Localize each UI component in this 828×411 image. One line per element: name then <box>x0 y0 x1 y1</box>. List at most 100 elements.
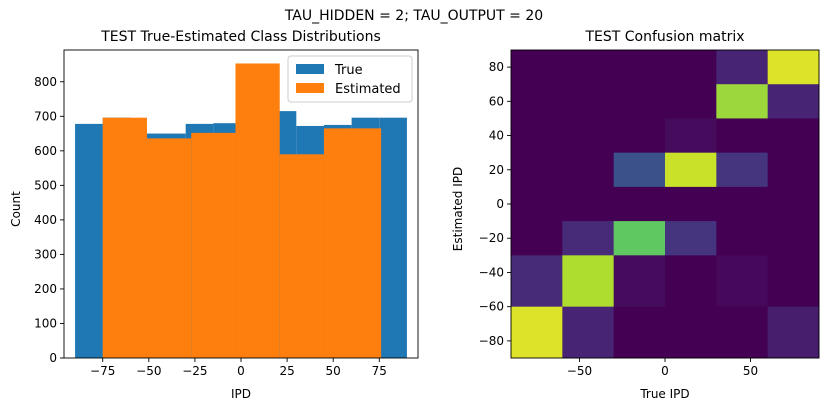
cm-cell-r1-c3 <box>665 84 717 119</box>
bar-estimated--27 <box>191 132 236 358</box>
cm-cell-r5-c1 <box>562 221 615 256</box>
cm-cell-r2-c1 <box>562 118 615 154</box>
legend-label-true: True <box>334 63 363 78</box>
bar-estimated--3 <box>235 63 280 358</box>
cm-cell-r5-c4 <box>716 221 769 256</box>
legend-swatch-estimated <box>296 83 324 93</box>
histogram-legend: True Estimated <box>287 55 413 103</box>
cm-cell-r7-c5 <box>767 306 820 359</box>
figure-suptitle: TAU_HIDDEN = 2; TAU_OUTPUT = 20 <box>284 8 543 24</box>
histogram-bars <box>75 63 407 359</box>
cm-cell-r1-c4 <box>716 84 769 119</box>
cm-cell-r7-c3 <box>665 306 717 359</box>
cm-cell-r6-c2 <box>613 255 666 308</box>
x-tick-label: 25 <box>279 364 294 378</box>
cm-cell-r3-c5 <box>767 152 820 188</box>
cm-cell-r0-c4 <box>716 50 769 85</box>
y-tick-label: −60 <box>479 300 504 314</box>
cm-cell-r3-c0 <box>511 152 563 188</box>
cm-cell-r7-c4 <box>716 306 769 359</box>
cm-cell-r2-c3 <box>665 118 717 154</box>
y-tick-label: 800 <box>34 75 57 89</box>
x-tick-label: 0 <box>237 364 245 378</box>
x-tick-label: 75 <box>372 364 387 378</box>
cm-cell-r4-c0 <box>511 186 563 222</box>
bar-estimated-45 <box>323 128 382 358</box>
confusion-matrix-chart: TEST Confusion matrix −50 0 50 −80 −60 −40 −20… <box>451 29 820 401</box>
cm-cell-r0-c1 <box>562 50 615 85</box>
confusion-ylabel: Estimated IPD <box>451 167 465 251</box>
cm-cell-r1-c1 <box>562 84 615 119</box>
cm-cell-r4-c3 <box>665 186 717 222</box>
y-tick-label: 400 <box>34 213 57 227</box>
histogram-chart: TEST True-Estimated Class Distributions … <box>9 29 419 401</box>
cm-cell-r6-c1 <box>562 255 615 308</box>
y-tick-label: −80 <box>479 334 504 348</box>
cm-cell-r4-c2 <box>613 186 666 222</box>
cm-cell-r4-c1 <box>562 186 615 222</box>
bar-true--90 <box>75 123 103 358</box>
y-tick-label: 0 <box>496 197 504 211</box>
cm-cell-r5-c3 <box>665 221 717 256</box>
histogram-axes: −75 −50 −25 0 25 50 75 0 100 200 300 400 500 600 700 80… <box>34 49 419 378</box>
confusion-axes: −50 0 50 −80 −60 −40 −20 0 20 40 60 80 <box>479 49 820 378</box>
x-tick-label: 50 <box>743 364 758 378</box>
cm-cell-r3-c2 <box>613 152 666 188</box>
cm-cell-r2-c4 <box>716 118 769 154</box>
cm-cell-r1-c5 <box>767 84 820 119</box>
y-tick-label: 0 <box>49 351 57 365</box>
x-tick-label: 50 <box>326 364 341 378</box>
cm-cell-r4-c5 <box>767 186 820 222</box>
x-tick-label: 0 <box>661 364 669 378</box>
cm-cell-r5-c2 <box>613 221 666 256</box>
y-tick-label: 40 <box>489 129 504 143</box>
legend-label-estimated: Estimated <box>335 82 401 97</box>
histogram-title: TEST True-Estimated Class Distributions <box>100 29 381 45</box>
histogram-ylabel: Count <box>9 191 23 227</box>
cm-cell-r6-c3 <box>665 255 717 308</box>
x-tick-label: −50 <box>567 364 592 378</box>
confusion-xlabel: True IPD <box>639 387 689 401</box>
cm-cell-r6-c5 <box>767 255 820 308</box>
y-tick-label: 60 <box>489 94 504 108</box>
y-tick-label: −20 <box>479 231 504 245</box>
cm-cell-r2-c0 <box>511 118 563 154</box>
cm-cell-r2-c2 <box>613 118 666 154</box>
cm-cell-r6-c0 <box>511 255 563 308</box>
confusion-cells <box>511 50 820 359</box>
x-tick-label: −25 <box>182 364 207 378</box>
cm-cell-r3-c4 <box>716 152 769 188</box>
cm-cell-r1-c0 <box>511 84 563 119</box>
cm-cell-r3-c1 <box>562 152 615 188</box>
cm-cell-r7-c1 <box>562 306 615 359</box>
bar-estimated-21 <box>279 154 324 358</box>
y-tick-label: 600 <box>34 144 57 158</box>
cm-cell-r2-c5 <box>767 118 820 154</box>
y-tick-label: 80 <box>489 60 504 74</box>
y-tick-label: 700 <box>34 109 57 123</box>
cm-cell-r0-c0 <box>511 50 563 85</box>
bar-estimated--51 <box>146 138 192 358</box>
cm-cell-r1-c2 <box>613 84 666 119</box>
bar-estimated--75 <box>102 117 147 359</box>
confusion-title: TEST Confusion matrix <box>584 29 744 45</box>
cm-cell-r3-c3 <box>665 152 717 188</box>
y-tick-label: 500 <box>34 178 57 192</box>
cm-cell-r6-c4 <box>716 255 769 308</box>
histogram-xlabel: IPD <box>231 387 251 401</box>
x-tick-label: −50 <box>136 364 161 378</box>
y-tick-label: −40 <box>479 265 504 279</box>
x-tick-label: −75 <box>90 364 115 378</box>
y-tick-label: 20 <box>489 163 504 177</box>
bar-true-75 <box>379 117 407 359</box>
cm-cell-r5-c0 <box>511 221 563 256</box>
cm-cell-r7-c2 <box>613 306 666 359</box>
y-tick-label: 300 <box>34 247 57 261</box>
y-tick-label: 200 <box>34 282 57 296</box>
cm-cell-r4-c4 <box>716 186 769 222</box>
y-tick-label: 100 <box>34 316 57 330</box>
cm-cell-r7-c0 <box>511 306 563 359</box>
cm-cell-r0-c2 <box>613 50 666 85</box>
legend-swatch-true <box>296 64 324 74</box>
